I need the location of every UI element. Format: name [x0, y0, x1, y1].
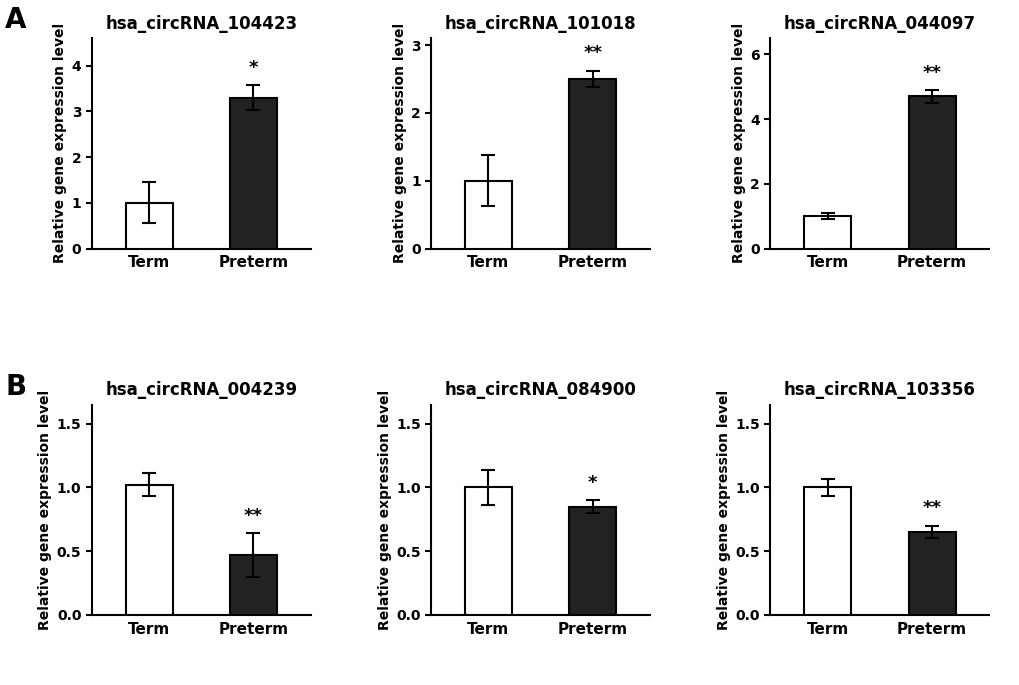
Bar: [908, 97, 955, 249]
Title: hsa_circRNA_004239: hsa_circRNA_004239: [105, 381, 297, 399]
Bar: [569, 79, 615, 249]
Bar: [229, 98, 276, 249]
Y-axis label: Relative gene expression level: Relative gene expression level: [39, 390, 52, 630]
Bar: [569, 507, 615, 615]
Text: **: **: [921, 499, 941, 517]
Bar: [465, 181, 512, 249]
Bar: [125, 485, 172, 615]
Title: hsa_circRNA_101018: hsa_circRNA_101018: [444, 14, 636, 32]
Text: **: **: [921, 64, 941, 82]
Bar: [908, 532, 955, 615]
Bar: [465, 488, 512, 615]
Y-axis label: Relative gene expression level: Relative gene expression level: [716, 390, 731, 630]
Title: hsa_circRNA_103356: hsa_circRNA_103356: [784, 381, 975, 399]
Y-axis label: Relative gene expression level: Relative gene expression level: [53, 23, 67, 264]
Bar: [125, 203, 172, 249]
Bar: [229, 555, 276, 615]
Title: hsa_circRNA_044097: hsa_circRNA_044097: [784, 14, 975, 32]
Text: *: *: [249, 59, 258, 77]
Title: hsa_circRNA_084900: hsa_circRNA_084900: [444, 381, 636, 399]
Text: **: **: [244, 507, 263, 525]
Bar: [804, 216, 851, 249]
Text: *: *: [587, 474, 597, 492]
Y-axis label: Relative gene expression level: Relative gene expression level: [377, 390, 391, 630]
Y-axis label: Relative gene expression level: Relative gene expression level: [392, 23, 407, 264]
Text: **: **: [583, 45, 601, 62]
Y-axis label: Relative gene expression level: Relative gene expression level: [732, 23, 746, 264]
Bar: [804, 488, 851, 615]
Title: hsa_circRNA_104423: hsa_circRNA_104423: [105, 14, 297, 32]
